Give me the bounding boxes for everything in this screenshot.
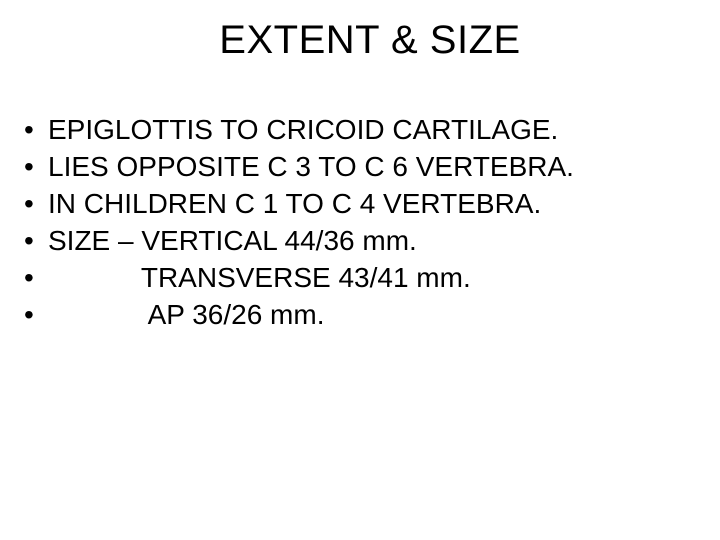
bullet-text: IN CHILDREN C 1 TO C 4 VERTEBRA.	[48, 186, 684, 221]
bullet-text: TRANSVERSE 43/41 mm.	[48, 260, 684, 295]
slide-body: • EPIGLOTTIS TO CRICOID CARTILAGE. • LIE…	[24, 112, 684, 334]
slide-title: EXTENT & SIZE	[0, 18, 720, 63]
bullet-marker: •	[24, 297, 48, 332]
list-item: • LIES OPPOSITE C 3 TO C 6 VERTEBRA.	[24, 149, 684, 184]
list-item: • EPIGLOTTIS TO CRICOID CARTILAGE.	[24, 112, 684, 147]
list-item: • TRANSVERSE 43/41 mm.	[24, 260, 684, 295]
bullet-text: SIZE – VERTICAL 44/36 mm.	[48, 223, 684, 258]
bullet-text: EPIGLOTTIS TO CRICOID CARTILAGE.	[48, 112, 684, 147]
bullet-marker: •	[24, 186, 48, 221]
bullet-marker: •	[24, 149, 48, 184]
bullet-marker: •	[24, 260, 48, 295]
list-item: • SIZE – VERTICAL 44/36 mm.	[24, 223, 684, 258]
bullet-marker: •	[24, 112, 48, 147]
list-item: • AP 36/26 mm.	[24, 297, 684, 332]
list-item: • IN CHILDREN C 1 TO C 4 VERTEBRA.	[24, 186, 684, 221]
bullet-text: LIES OPPOSITE C 3 TO C 6 VERTEBRA.	[48, 149, 684, 184]
slide: { "slide": { "title": "EXTENT & SIZE", "…	[0, 0, 720, 540]
bullet-text: AP 36/26 mm.	[48, 297, 684, 332]
bullet-marker: •	[24, 223, 48, 258]
